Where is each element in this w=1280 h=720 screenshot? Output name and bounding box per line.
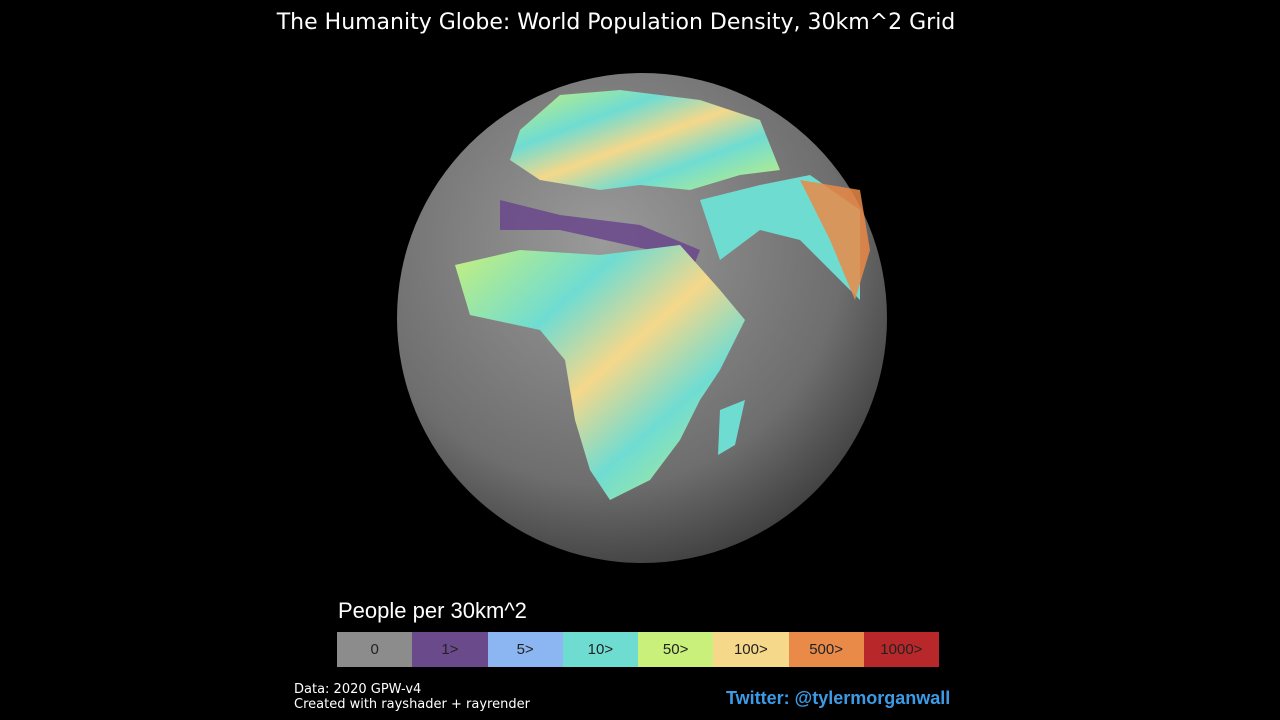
legend-cell: 50>: [638, 632, 714, 667]
legend-cell: 5>: [487, 632, 563, 667]
legend-cell: 1>: [412, 632, 488, 667]
legend-cell: 500>: [788, 632, 864, 667]
legend: 0 1> 5> 10> 50> 100> 500> 1000>: [337, 632, 939, 667]
legend-cell: 100>: [713, 632, 789, 667]
twitter: Twitter: @tylermorganwall: [726, 688, 951, 708]
africa: [455, 245, 745, 500]
source: Data: 2020 GPW-v4: [294, 682, 422, 697]
legend-cell: 1000>: [863, 632, 939, 667]
india: [800, 180, 870, 300]
legend-cell: 10>: [562, 632, 638, 667]
europe: [510, 90, 780, 190]
desert: [500, 200, 700, 300]
legend-cell: 0: [337, 632, 413, 667]
madagascar: [718, 400, 745, 455]
credit: Created with rayshader + rayrender: [294, 697, 530, 712]
legend-title: People per 30km^2: [338, 598, 527, 623]
title: The Humanity Globe: World Population Den…: [276, 10, 956, 35]
